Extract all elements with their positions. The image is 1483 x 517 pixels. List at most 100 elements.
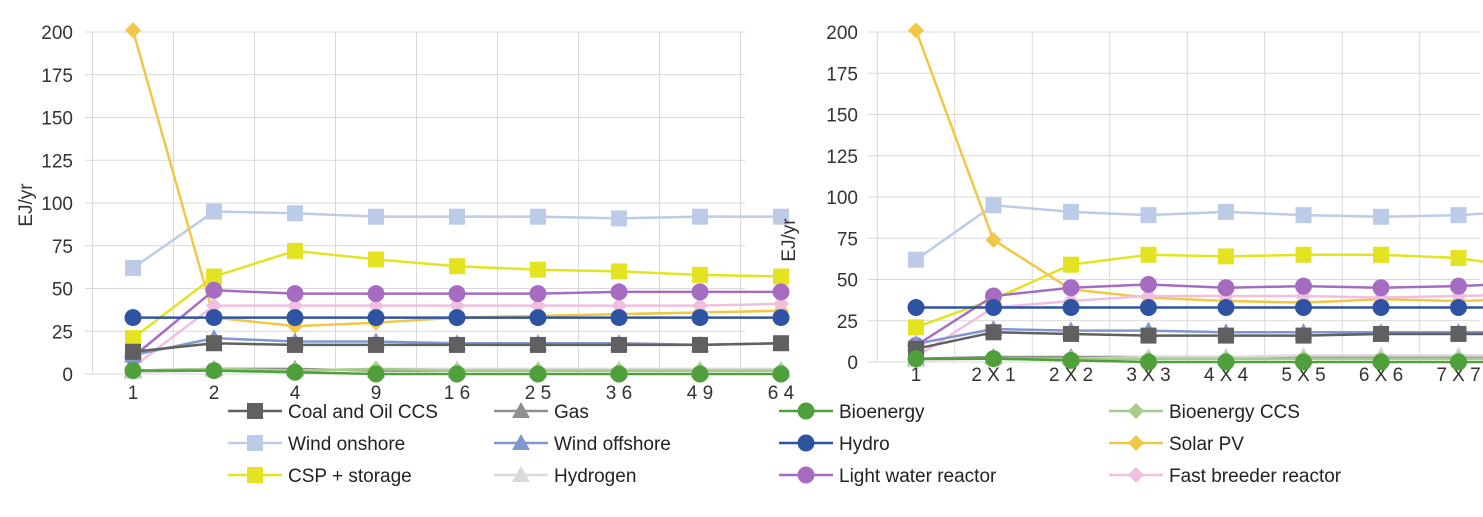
data-point (530, 297, 546, 314)
data-point (610, 283, 628, 301)
legend-item-bioenergy-ccs: Bioenergy CCS (1109, 402, 1300, 423)
legend-label: CSP + storage (288, 466, 412, 487)
data-point (772, 365, 790, 383)
x-tick-label: 2 (209, 383, 220, 404)
data-point (985, 324, 1002, 341)
legend-label: Solar PV (1169, 434, 1244, 455)
data-point (530, 208, 546, 225)
y-axis-label-right: EJ/yr (779, 218, 800, 262)
legend-marker (512, 466, 530, 482)
y-tick-label: 125 (41, 151, 73, 172)
data-point (367, 365, 385, 383)
data-point (124, 362, 142, 380)
legend-marker (512, 402, 530, 418)
data-point (529, 365, 547, 383)
data-point (611, 210, 627, 227)
x-tick-label: 5 X 5 (1281, 365, 1325, 386)
legend-marker (797, 466, 815, 484)
legend-item-csp-storage: CSP + storage (228, 466, 412, 487)
y-tick-label: 150 (826, 106, 858, 127)
legend-item-light-water-reactor: Light water reactor (779, 466, 997, 487)
data-point (1450, 299, 1467, 317)
x-tick-label: 2 5 (525, 383, 551, 404)
data-point (1373, 325, 1389, 342)
legend-item-coal-and-oil-ccs: Coal and Oil CCS (228, 402, 438, 423)
y-tick-label: 0 (847, 353, 858, 374)
data-point (1063, 203, 1079, 220)
y-tick-label: 175 (41, 66, 73, 87)
data-point (1062, 351, 1080, 369)
data-point (125, 343, 141, 360)
data-point (530, 261, 546, 278)
data-point (286, 285, 304, 303)
data-point (206, 268, 222, 285)
data-point (529, 309, 547, 327)
data-point (907, 299, 925, 317)
data-point (286, 309, 304, 327)
data-point (448, 285, 466, 303)
data-point (125, 22, 141, 39)
data-point (908, 22, 924, 39)
data-point (1217, 299, 1235, 317)
y-tick-label: 50 (837, 271, 858, 292)
y-tick-label: 100 (41, 194, 73, 215)
x-tick-label: 1 6 (444, 383, 470, 404)
data-point (1295, 246, 1312, 263)
x-tick-label: 1 (911, 365, 922, 386)
data-point (1062, 299, 1080, 317)
legend-label: Hydrogen (554, 466, 636, 487)
data-point (610, 365, 628, 383)
data-point (368, 251, 384, 268)
y-tick-label: 125 (826, 147, 858, 168)
y-tick-label: 0 (62, 365, 73, 386)
data-point (368, 336, 384, 353)
data-point (692, 336, 708, 353)
data-point (125, 330, 141, 347)
series-hydro (907, 299, 1483, 317)
series-coal-and-oil-ccs (125, 335, 789, 360)
legend-label: Hydro (839, 434, 890, 455)
data-point (286, 363, 304, 381)
y-tick-label: 100 (826, 188, 858, 209)
data-point (124, 309, 142, 327)
data-point (985, 197, 1002, 214)
data-point (1218, 203, 1234, 220)
legend-label: Light water reactor (839, 466, 997, 487)
series-line (915, 253, 1483, 329)
data-point (985, 299, 1002, 317)
legend-marker (797, 402, 815, 420)
legend-item-fast-breeder-reactor: Fast breeder reactor (1109, 466, 1342, 487)
y-tick-label: 150 (41, 109, 73, 130)
y-tick-label: 75 (837, 229, 858, 250)
x-tick-label: 7 X 7 (1436, 365, 1480, 386)
legend-label: Bioenergy CCS (1169, 402, 1300, 423)
data-point (368, 208, 384, 225)
data-point (449, 336, 465, 353)
legend-item-gas: Gas (494, 402, 589, 423)
series-wind-onshore (125, 203, 789, 276)
data-point (449, 297, 465, 314)
data-point (611, 263, 627, 280)
x-tick-label: 2 X 1 (971, 365, 1015, 386)
x-tick-label: 9 (371, 383, 382, 404)
legend-label: Wind offshore (554, 434, 671, 455)
y-tick-label: 200 (826, 23, 858, 44)
legend-marker (1128, 435, 1144, 451)
data-point (368, 297, 384, 314)
data-point (1217, 353, 1235, 371)
data-point (1450, 353, 1467, 371)
data-point (773, 208, 789, 225)
series-wind-onshore (908, 197, 1483, 268)
series-csp-storage (908, 246, 1483, 336)
data-point (773, 335, 789, 352)
x-tick-label: 4 9 (687, 383, 713, 404)
data-point (772, 283, 790, 301)
legend-item-bioenergy: Bioenergy (779, 402, 925, 423)
series-coal-and-oil-ccs (908, 324, 1483, 357)
legend-item-hydrogen: Hydrogen (494, 466, 636, 487)
legend: Coal and Oil CCS Gas Wind onshore Wind offs… (228, 402, 1342, 487)
legend-marker (1128, 467, 1144, 483)
data-point (907, 350, 925, 368)
y-tick-label: 175 (826, 64, 858, 85)
